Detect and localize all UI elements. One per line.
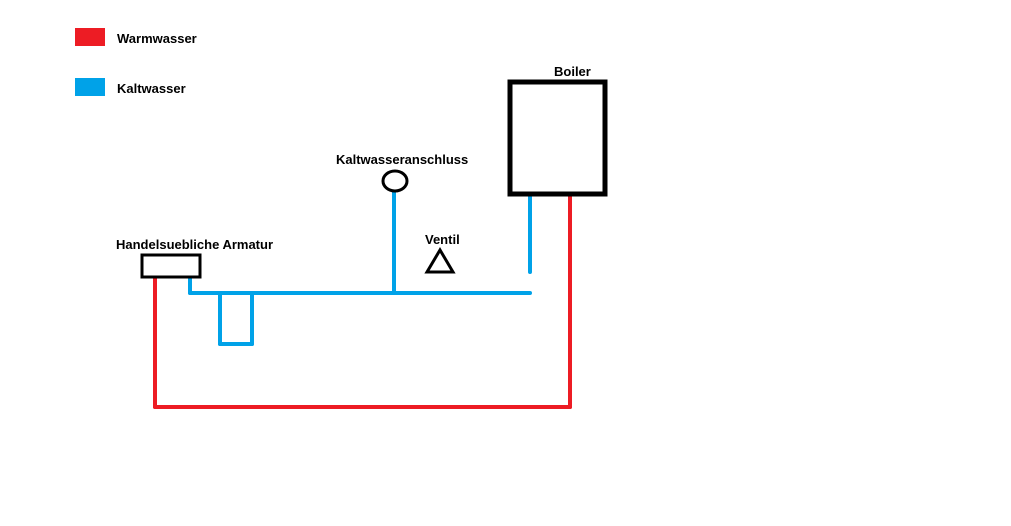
cold-pipes xyxy=(190,191,530,344)
hot-pipes xyxy=(155,194,570,407)
components xyxy=(142,82,605,277)
armatur-rect xyxy=(142,255,200,277)
boiler-rect xyxy=(510,82,605,194)
cold-inlet-ellipse xyxy=(383,171,407,191)
plumbing-diagram xyxy=(0,0,1011,526)
ventil-triangle xyxy=(427,250,453,272)
